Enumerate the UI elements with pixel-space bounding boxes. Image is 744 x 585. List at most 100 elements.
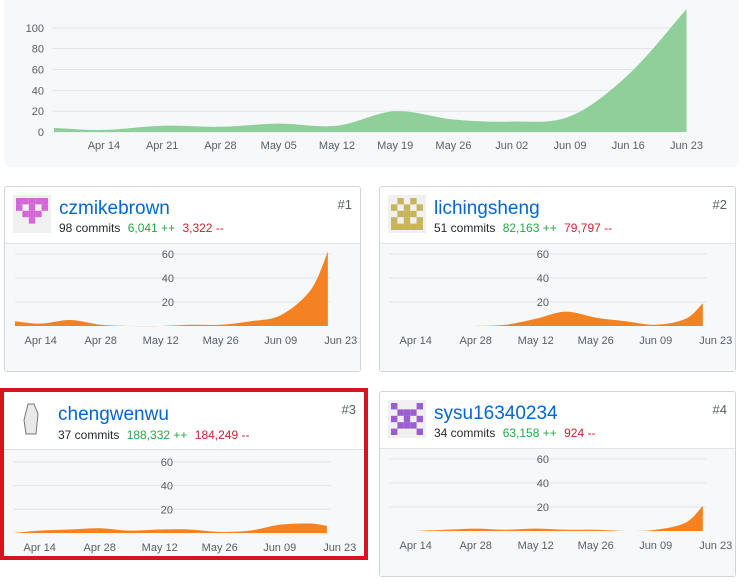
contributor-username-link[interactable]: sysu16340234 bbox=[434, 403, 558, 424]
rank-badge: #2 bbox=[712, 197, 727, 212]
y-tick-label: 20 bbox=[537, 297, 549, 309]
avatar-cell bbox=[16, 198, 23, 205]
x-tick-label: Jun 09 bbox=[553, 140, 586, 152]
x-tick-label: Jun 09 bbox=[639, 335, 672, 347]
avatar-cell bbox=[391, 415, 398, 423]
avatar-cell bbox=[391, 223, 398, 230]
x-tick-label: Apr 28 bbox=[204, 140, 236, 152]
deletions-count: 184,249 -- bbox=[194, 428, 250, 442]
contributor-card-highlighted: chengwenwu 37 commits 188,332 ++ 184,249… bbox=[0, 388, 368, 560]
y-tick-label: 40 bbox=[32, 85, 44, 97]
x-tick-label: May 12 bbox=[142, 542, 178, 554]
x-tick-label: May 26 bbox=[578, 335, 614, 347]
x-tick-label: May 26 bbox=[578, 540, 614, 552]
contributor-stats: 98 commits 6,041 ++ 3,322 -- bbox=[59, 221, 224, 235]
contributor-username-link[interactable]: chengwenwu bbox=[58, 404, 169, 425]
avatar-cell bbox=[416, 415, 423, 423]
x-tick-label: May 05 bbox=[261, 140, 297, 152]
x-tick-label: Jun 23 bbox=[699, 540, 732, 552]
contributor-card: lichingsheng 51 commits 82,163 ++ 79,797… bbox=[379, 186, 736, 372]
y-tick-label: 20 bbox=[32, 106, 44, 118]
avatar-cell bbox=[41, 198, 48, 205]
contributions-overview-chart: 0 20 40 60 80 100 Apr 14 Apr 21 Apr 28 May 05 May … bbox=[4, 0, 739, 167]
x-tick-label: May 12 bbox=[518, 335, 554, 347]
avatar-cell bbox=[410, 198, 417, 205]
avatar-cell bbox=[35, 210, 42, 218]
avatar[interactable] bbox=[388, 400, 426, 438]
commit-count: 37 commits bbox=[58, 428, 120, 442]
x-tick-label: May 26 bbox=[202, 542, 238, 554]
avatar-cell bbox=[416, 403, 423, 410]
x-tick-label: Apr 28 bbox=[84, 542, 116, 554]
avatar-cell bbox=[410, 210, 417, 218]
avatar-cell bbox=[416, 428, 423, 435]
x-tick-label: Apr 28 bbox=[85, 335, 117, 347]
deletions-count: 3,322 -- bbox=[182, 221, 224, 235]
y-tick-label: 0 bbox=[38, 127, 44, 139]
avatar-cell bbox=[416, 223, 423, 230]
y-tick-label: 60 bbox=[161, 457, 173, 469]
avatar-cell bbox=[403, 217, 411, 224]
contributor-username-link[interactable]: lichingsheng bbox=[434, 198, 540, 219]
avatar-cell bbox=[403, 422, 411, 429]
contributor-chart: 20 40 60 Apr 14 Apr 28 May 12 May 26 Jun 09 Jun … bbox=[380, 243, 735, 371]
x-tick-label: Jun 02 bbox=[495, 140, 528, 152]
contributor-chart: 20 40 60 Apr 14 Apr 28 May 12 May 26 Jun 09 Jun … bbox=[4, 449, 364, 556]
data-area bbox=[54, 9, 687, 132]
avatar[interactable] bbox=[13, 195, 51, 233]
x-tick-label: Jun 23 bbox=[324, 335, 357, 347]
avatar-cell bbox=[397, 422, 404, 429]
avatar-cell bbox=[391, 403, 398, 410]
contributor-card: sysu16340234 34 commits 63,158 ++ 924 --… bbox=[379, 391, 736, 577]
contributor-stats: 51 commits 82,163 ++ 79,797 -- bbox=[434, 221, 612, 235]
rank-badge: #3 bbox=[341, 402, 356, 417]
avatar[interactable] bbox=[388, 195, 426, 233]
contributor-username-link[interactable]: czmikebrown bbox=[59, 198, 170, 219]
contributor-chart: 20 40 60 Apr 14 Apr 28 May 12 May 26 Jun 09 Jun … bbox=[5, 243, 360, 371]
avatar-cell bbox=[41, 204, 48, 211]
avatar-cell bbox=[397, 210, 404, 218]
x-tick-label: Apr 14 bbox=[88, 140, 120, 152]
avatar-cell bbox=[403, 409, 411, 416]
avatar-cell bbox=[410, 422, 417, 429]
y-tick-label: 60 bbox=[537, 454, 549, 466]
x-tick-label: Jun 09 bbox=[263, 542, 296, 554]
x-tick-label: Jun 23 bbox=[323, 542, 356, 554]
avatar-cell bbox=[28, 210, 36, 218]
y-tick-label: 100 bbox=[26, 23, 44, 35]
avatar-cell bbox=[35, 198, 42, 205]
avatar-cell bbox=[391, 204, 398, 211]
x-tick-label: Jun 09 bbox=[264, 335, 297, 347]
y-tick-label: 60 bbox=[32, 65, 44, 77]
y-tick-label: 60 bbox=[162, 249, 174, 261]
x-tick-label: Apr 21 bbox=[146, 140, 178, 152]
avatar-cell bbox=[403, 223, 411, 230]
x-tick-label: Apr 14 bbox=[25, 335, 57, 347]
x-tick-label: Apr 28 bbox=[460, 540, 492, 552]
data-area bbox=[475, 303, 703, 326]
additions-count: 6,041 ++ bbox=[127, 221, 176, 235]
x-tick-label: May 26 bbox=[203, 335, 239, 347]
deletions-count: 79,797 -- bbox=[564, 221, 613, 235]
x-tick-label: May 26 bbox=[435, 140, 471, 152]
contributor-card: czmikebrown 98 commits 6,041 ++ 3,322 --… bbox=[4, 186, 361, 372]
avatar-cell bbox=[28, 204, 36, 211]
avatar-cell bbox=[403, 204, 411, 211]
y-tick-label: 40 bbox=[537, 273, 549, 285]
contributor-chart: 20 40 60 Apr 14 Apr 28 May 12 May 26 Jun 09 Jun … bbox=[380, 448, 735, 576]
rank-badge: #1 bbox=[337, 197, 352, 212]
x-tick-label: May 12 bbox=[518, 540, 554, 552]
y-tick-label: 20 bbox=[162, 297, 174, 309]
additions-count: 188,332 ++ bbox=[126, 428, 188, 442]
y-tick-label: 20 bbox=[161, 504, 173, 516]
additions-count: 63,158 ++ bbox=[502, 426, 557, 440]
data-area bbox=[14, 523, 327, 533]
avatar-cell bbox=[416, 217, 423, 224]
avatar-cell bbox=[16, 204, 23, 211]
x-tick-label: Apr 28 bbox=[460, 335, 492, 347]
y-tick-label: 80 bbox=[32, 44, 44, 56]
avatar-cell bbox=[397, 223, 404, 230]
avatar[interactable] bbox=[14, 400, 52, 438]
y-tick-label: 20 bbox=[537, 502, 549, 514]
avatar-cell bbox=[22, 210, 29, 218]
